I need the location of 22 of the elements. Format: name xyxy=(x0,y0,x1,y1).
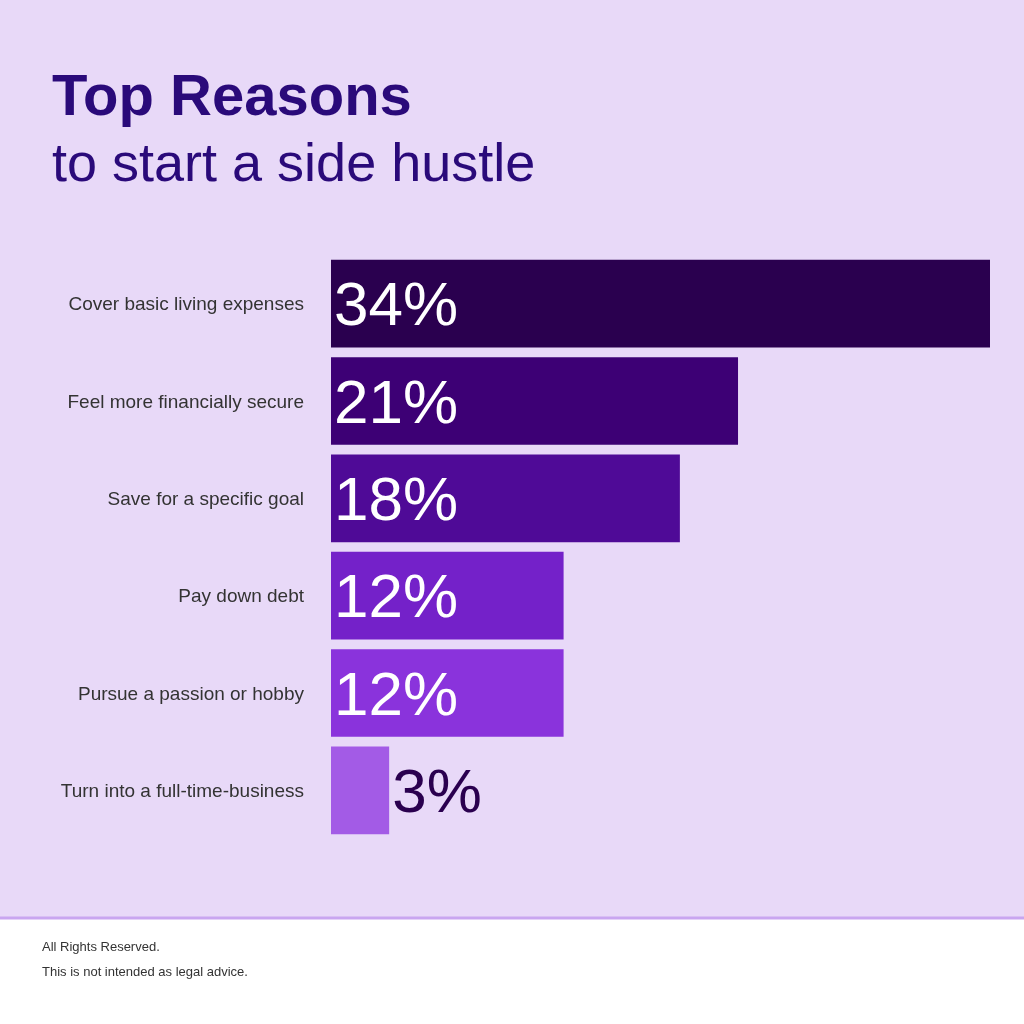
chart-title: Top Reasons xyxy=(52,62,412,127)
bar xyxy=(331,649,564,737)
y-tick-label: Pursue a passion or hobby xyxy=(77,682,305,704)
y-tick-label: Turn into a full-time-business xyxy=(60,779,304,801)
text: This is not intended as legal advice. xyxy=(42,964,248,979)
data-label: 18% xyxy=(334,463,459,533)
data-label: 12% xyxy=(334,561,459,631)
bar xyxy=(331,259,990,348)
data-label: 34% xyxy=(334,269,459,339)
text: All Rights Reserved. xyxy=(42,939,160,954)
y-tick-label: Feel more financially secure xyxy=(67,390,304,412)
bar xyxy=(331,551,564,640)
y-tick-label: Save for a specific goal xyxy=(107,487,304,509)
data-label: 12% xyxy=(334,658,459,728)
chart-subtitle: to start a side hustle xyxy=(52,132,536,192)
bar xyxy=(331,454,680,543)
y-tick-label: Cover basic living expenses xyxy=(68,293,304,315)
data-label: 21% xyxy=(334,366,459,436)
bar xyxy=(331,357,739,445)
bar xyxy=(331,746,390,835)
data-label: 3% xyxy=(392,755,482,825)
y-tick-label: Pay down debt xyxy=(178,585,305,607)
